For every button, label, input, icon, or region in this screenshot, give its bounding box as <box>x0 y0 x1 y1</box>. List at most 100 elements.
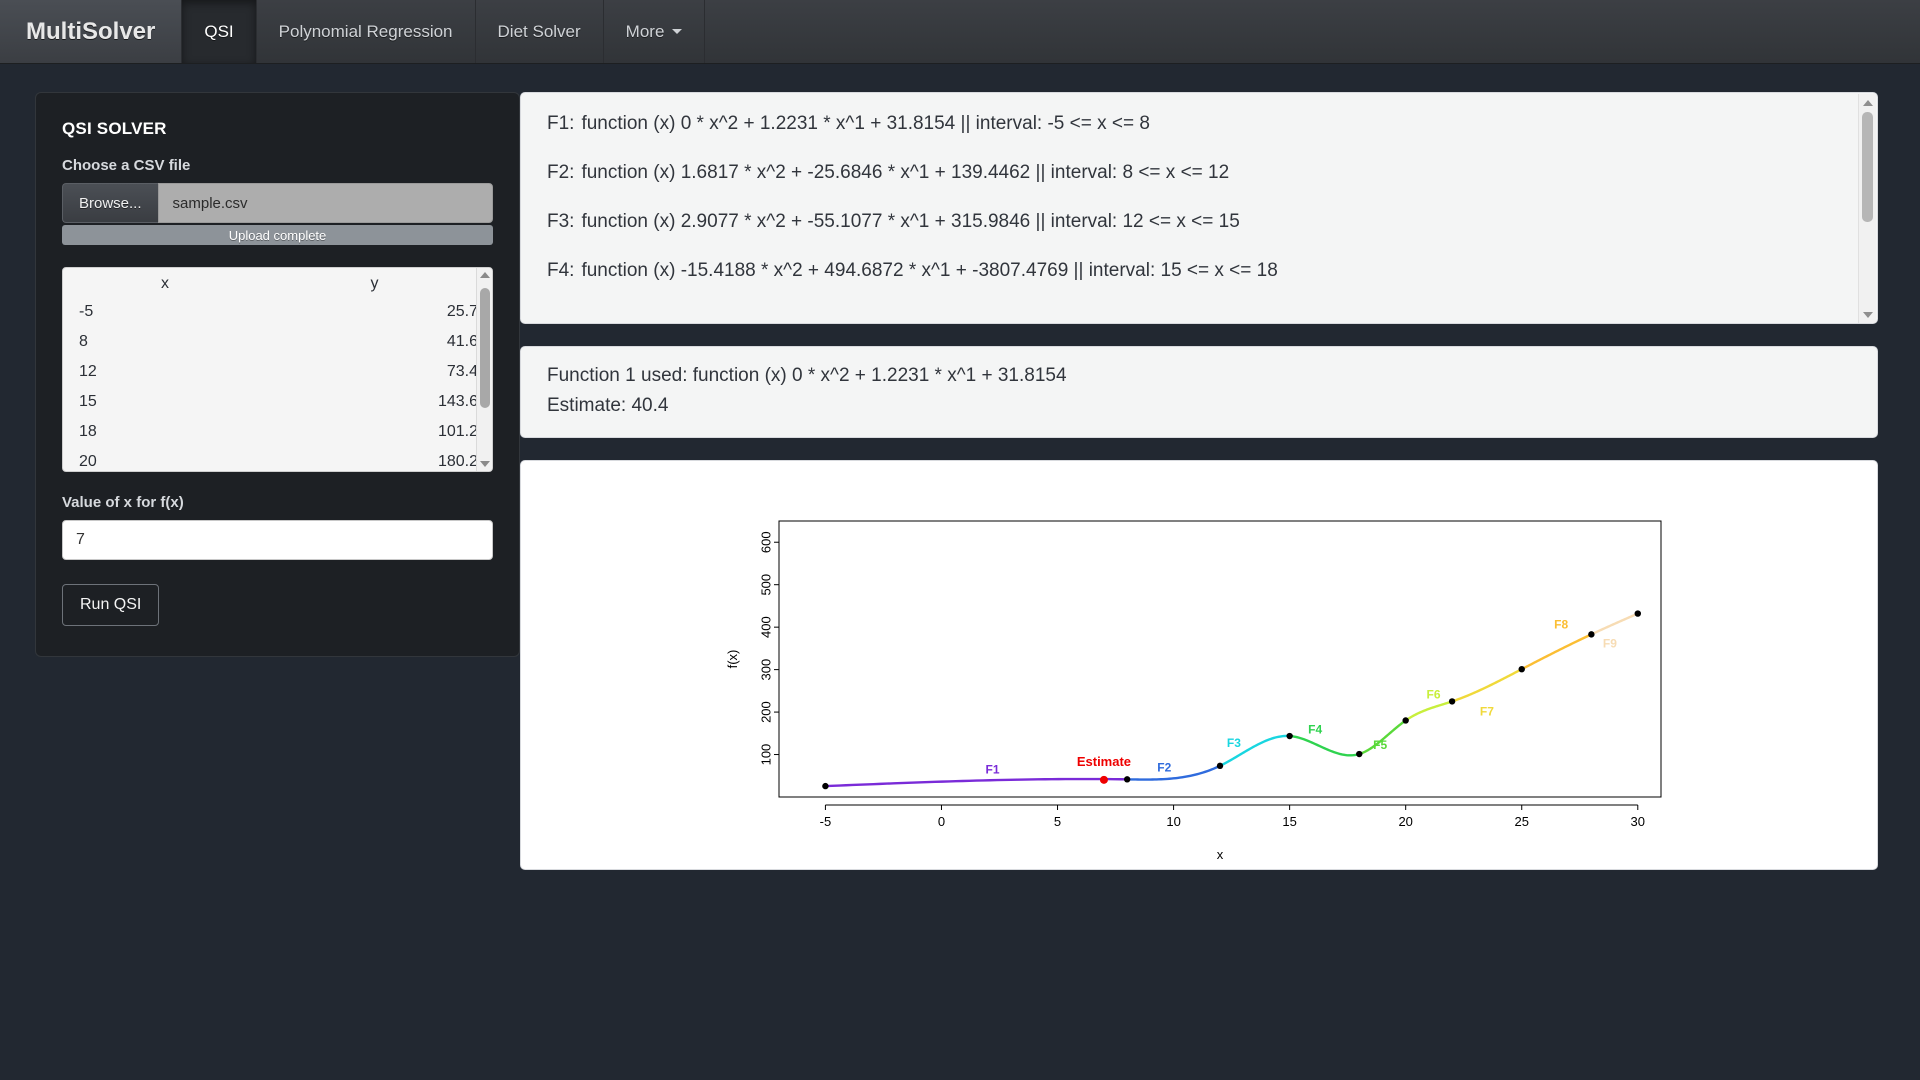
result-panel: Function 1 used: function (x) 0 * x^2 + … <box>520 346 1878 438</box>
scroll-down-icon[interactable] <box>479 461 490 467</box>
brand-logo[interactable]: MultiSolver <box>0 0 183 63</box>
tab-qsi[interactable]: QSI <box>182 0 257 63</box>
y-tick-label: 500 <box>758 574 773 596</box>
curve-label-f6: F6 <box>1427 687 1441 701</box>
function-item: F4: function (x) -15.4188 * x^2 + 494.687… <box>547 260 1851 282</box>
table-row: -5 25.7 <box>63 297 492 327</box>
curve-segment-f3 <box>1218 734 1291 768</box>
x-tick-label: 15 <box>1282 814 1296 829</box>
table-row: 8 41.6 <box>63 327 492 357</box>
function-item: F2: function (x) 1.6817 * x^2 + -25.6846 … <box>547 162 1851 184</box>
function-expression: function (x) -15.4188 * x^2 + 494.6872 *… <box>581 260 1278 281</box>
cell-x: 20 <box>79 453 97 470</box>
estimate-point <box>1099 775 1108 784</box>
curve-label-f2: F2 <box>1157 761 1171 775</box>
estimate-text: Estimate: 40.4 <box>547 395 669 416</box>
curve-label-f9: F9 <box>1603 637 1617 651</box>
cell-x: 15 <box>79 393 97 410</box>
x-tick-label: 0 <box>938 814 945 829</box>
chevron-down-icon <box>672 29 683 34</box>
function-tag: F4: <box>547 260 575 281</box>
csv-file-label: Choose a CSV file <box>62 157 191 174</box>
functions-scrollbar[interactable] <box>1858 94 1876 323</box>
curve-segment-f9 <box>1590 612 1639 636</box>
x-tick-label: 25 <box>1515 814 1529 829</box>
curve-segment-f2 <box>1125 764 1222 781</box>
cell-y: 143.6 <box>437 393 478 410</box>
scroll-up-icon[interactable] <box>1863 100 1873 106</box>
curve-segment-f8 <box>1520 633 1593 671</box>
qsi-solver-panel: QSI SOLVER Choose a CSV file Browse... s… <box>35 92 520 657</box>
table-row: 20 180.2 <box>63 447 492 471</box>
y-tick-label: 400 <box>758 616 773 638</box>
tab-polynomial-regression-label: Polynomial Regression <box>278 21 453 41</box>
curve-segment-f4 <box>1288 734 1361 757</box>
estimate-label: Estimate <box>1077 754 1131 769</box>
curve-label-f4: F4 <box>1308 722 1322 736</box>
browse-button[interactable]: Browse... <box>62 183 158 223</box>
x-tick-label: 20 <box>1398 814 1412 829</box>
left-column: QSI SOLVER Choose a CSV file Browse... s… <box>0 92 520 870</box>
data-point <box>1356 750 1363 758</box>
function-expression: function (x) 2.9077 * x^2 + -55.1077 * x… <box>581 211 1240 232</box>
table-header-row: x y <box>63 268 492 297</box>
scroll-up-icon[interactable] <box>479 272 490 278</box>
x-value-label: Value of x for f(x) <box>62 494 184 511</box>
y-tick-label: 300 <box>758 659 773 681</box>
cell-y: 41.6 <box>446 333 478 350</box>
tab-polynomial-regression[interactable]: Polynomial Regression <box>257 0 476 63</box>
upload-progress-bar: Upload complete <box>62 225 493 245</box>
tab-diet-solver-label: Diet Solver <box>497 21 581 41</box>
curve-segment-f6 <box>1404 700 1454 722</box>
function-tag: F3: <box>547 211 575 232</box>
data-point <box>1634 610 1641 617</box>
curve-label-f3: F3 <box>1227 736 1241 750</box>
run-qsi-button[interactable]: Run QSI <box>62 584 160 626</box>
data-point <box>1402 717 1409 724</box>
curve-label-f5: F5 <box>1373 738 1387 752</box>
function-tag: F1: <box>547 113 575 134</box>
y-axis-label: f(x) <box>725 650 740 669</box>
data-point <box>822 782 829 790</box>
x-tick-label: 5 <box>1054 814 1061 829</box>
x-value-input[interactable] <box>62 520 493 560</box>
scrollbar-thumb[interactable] <box>1862 112 1873 222</box>
data-point <box>1448 698 1456 705</box>
column-header-y: y <box>370 275 379 292</box>
x-axis-label: x <box>1217 847 1224 862</box>
data-point <box>1588 631 1595 638</box>
tab-diet-solver[interactable]: Diet Solver <box>476 0 604 63</box>
curve-segment-f1 <box>824 777 1129 788</box>
spline-chart: 100 200 300 400 500 600 f(x) -5 0 5 10 15 20 25 30 x F1 F… <box>725 520 1662 862</box>
cell-x: -5 <box>79 303 94 320</box>
cell-y: 25.7 <box>446 303 478 320</box>
cell-y: 180.2 <box>437 453 478 470</box>
file-name-display: sample.csv <box>157 183 493 223</box>
upload-status-label: Upload complete <box>228 227 327 243</box>
x-tick-label: 30 <box>1631 814 1645 829</box>
curve-label-f8: F8 <box>1554 617 1568 631</box>
tab-more-label: More <box>625 21 665 41</box>
data-point <box>1216 762 1224 770</box>
csv-preview-table: x y -5 25.7 8 41.6 <box>62 267 493 472</box>
table-row: 15 143.6 <box>63 387 492 417</box>
cell-x: 8 <box>79 333 88 350</box>
curve-label-f7: F7 <box>1480 704 1494 718</box>
y-tick-label: 100 <box>758 744 773 766</box>
function-tag: F2: <box>547 162 575 183</box>
cell-y: 73.4 <box>446 363 478 380</box>
tab-more[interactable]: More <box>604 0 706 63</box>
curve-label-f1: F1 <box>986 763 1000 777</box>
spline-chart-panel: 100 200 300 400 500 600 f(x) -5 0 5 10 15 20 25 30 x F1 F… <box>520 460 1878 870</box>
function-used-text: Function 1 used: function (x) 0 * x^2 + … <box>547 365 1067 386</box>
file-input-row: Browse... sample.csv <box>62 183 493 223</box>
plot-border <box>778 520 1662 798</box>
cell-y: 101.2 <box>437 423 478 440</box>
scrollbar-thumb[interactable] <box>480 288 490 408</box>
table-scrollbar[interactable] <box>476 268 492 471</box>
scroll-down-icon[interactable] <box>1863 312 1873 318</box>
cell-x: 18 <box>79 423 97 440</box>
curve-segment-f5 <box>1358 719 1407 756</box>
page-title: QSI SOLVER <box>62 119 167 138</box>
x-tick-label: 10 <box>1166 814 1180 829</box>
